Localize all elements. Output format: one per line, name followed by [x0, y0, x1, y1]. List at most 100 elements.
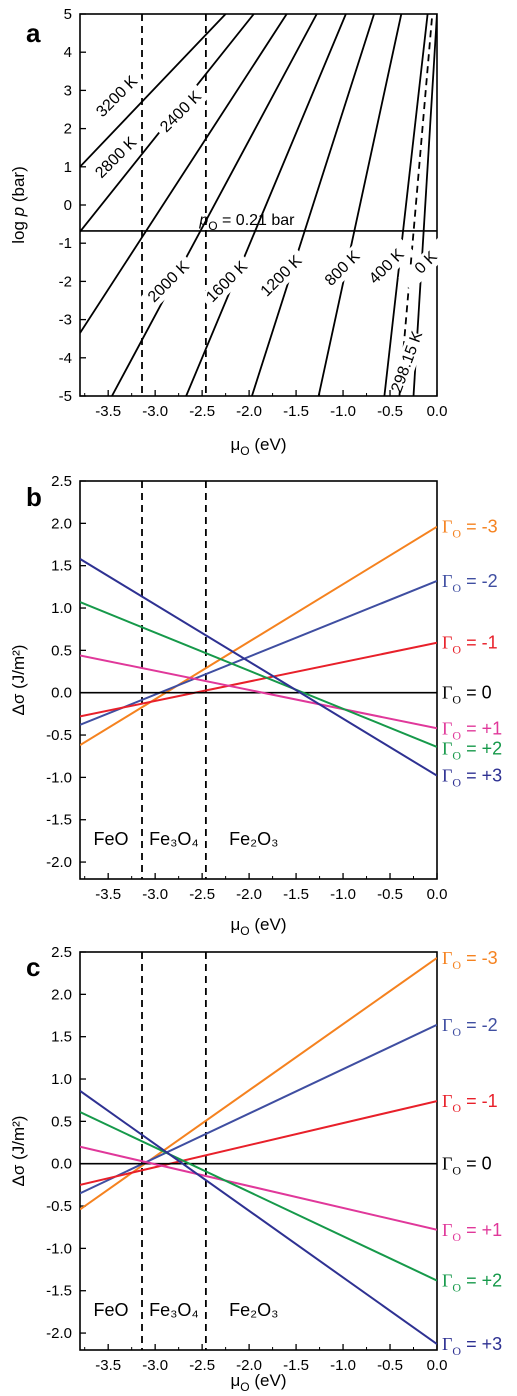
isotherm-label: 2000 K — [140, 254, 197, 310]
series-line — [80, 1023, 437, 1195]
x-tick-label: -0.5 — [377, 403, 403, 420]
series-line — [80, 1090, 437, 1345]
series-label: ΓO = -1 — [442, 633, 498, 657]
phase-region-label: Fe₃O₄ — [149, 829, 199, 849]
isotherm-line — [317, 14, 403, 396]
x-tick-label: 0.0 — [427, 886, 448, 903]
y-tick-label: -1 — [59, 235, 72, 252]
isotherm-line — [398, 14, 434, 396]
isotherm-label: 2800 K — [88, 129, 145, 186]
series-line — [80, 1111, 437, 1282]
x-tick-label: -3.5 — [95, 403, 121, 420]
phase-region-label: FeO — [93, 1300, 128, 1320]
isotherm-label: 2400 K — [153, 84, 210, 140]
x-axis-title: μO (eV) — [231, 1371, 287, 1394]
label-backdrop — [388, 330, 427, 394]
series-line — [80, 641, 437, 718]
isotherm-label: 3200 K — [89, 68, 146, 125]
phase-region-label: Fe₂O₃ — [229, 1300, 278, 1320]
series-label: ΓO = -1 — [442, 1091, 498, 1115]
x-axis-title: μO (eV) — [231, 435, 287, 458]
phase-region-label: FeO — [93, 829, 128, 849]
isotherm-line — [383, 14, 429, 396]
panel-c: -3.5 -3.0 -2.5 -2.0 -1.5 -1.0 -0.5 0.0 -2.0 -1.5 -… — [9, 944, 502, 1394]
panel-a: -3.5 -3.0 -2.5 -2.0 -1.5 -1.0 -0.5 0.0 -5 -4 -3 -2 -… — [9, 6, 455, 458]
x-tick-label: -2.0 — [236, 1357, 262, 1374]
y-tick-label: 2.5 — [51, 944, 72, 961]
isotherm-label-text: 298.15 K — [388, 329, 426, 395]
x-tick-label: -3.0 — [142, 886, 168, 903]
isotherm-label: 0 K — [398, 235, 455, 291]
y-tick-label: 1.0 — [51, 1071, 72, 1088]
label-backdrop — [153, 84, 210, 140]
x-tick-label: -1.5 — [283, 403, 309, 420]
y-tick-label: -2.0 — [46, 1325, 72, 1342]
series-label: ΓO = +1 — [442, 1220, 502, 1244]
series-label: ΓO = -3 — [442, 948, 498, 972]
reference-pressure-label: pO = 0.21 bar — [198, 212, 295, 233]
x-axis-title: μO (eV) — [231, 915, 287, 938]
y-tick-label: -2 — [59, 273, 72, 290]
series-label: ΓO = +1 — [442, 718, 502, 742]
x-tick-label: -3.5 — [95, 886, 121, 903]
series-line — [80, 1100, 437, 1186]
phase-region-label: Fe₃O₄ — [149, 1300, 199, 1320]
x-tick-label: -3.0 — [142, 403, 168, 420]
y-tick-label: 2.5 — [51, 473, 72, 490]
y-tick-label: 0.5 — [51, 1113, 72, 1130]
isotherm-label-text: 2800 K — [92, 134, 140, 182]
isotherm-label-text: 400 K — [366, 246, 408, 288]
y-tick-label: 1.0 — [51, 600, 72, 617]
x-tick-label: -1.5 — [283, 1357, 309, 1374]
x-tick-label: -2.0 — [236, 403, 262, 420]
phase-region-label: Fe₂O₃ — [229, 829, 278, 849]
plot-frame — [79, 951, 438, 1351]
panel-letter: c — [26, 952, 40, 982]
y-tick-label: 1.5 — [51, 558, 72, 575]
isotherm-label: 1600 K — [199, 254, 256, 310]
y-tick-label: 1 — [64, 159, 72, 176]
x-tick-label: -1.0 — [330, 1357, 356, 1374]
x-tick-label: -3.0 — [142, 1357, 168, 1374]
series-label: ΓO = 0 — [442, 683, 492, 707]
label-backdrop — [89, 68, 146, 125]
isotherm-line — [80, 14, 227, 168]
y-tick-label: -0.5 — [46, 1198, 72, 1215]
isotherm-label: 1200 K — [253, 248, 310, 305]
isotherm-line — [185, 14, 347, 396]
y-tick-label: -0.5 — [46, 727, 72, 744]
label-backdrop — [253, 248, 310, 305]
y-tick-label: -3 — [59, 312, 72, 329]
y-tick-label: 3 — [64, 82, 72, 99]
label-backdrop — [358, 238, 415, 295]
y-tick-label: 0 — [64, 197, 72, 214]
label-backdrop — [88, 129, 145, 186]
x-tick-label: -1.5 — [283, 886, 309, 903]
y-tick-label: 0.0 — [51, 1156, 72, 1173]
series-label: ΓO = 0 — [442, 1154, 492, 1178]
y-tick-label: 5 — [64, 6, 72, 23]
y-axis-title: Δσ (J/m²) — [9, 1116, 28, 1187]
series-label: ΓO = -3 — [442, 517, 498, 541]
y-tick-label: -2.0 — [46, 854, 72, 871]
y-tick-label: 0.5 — [51, 642, 72, 659]
y-axis-title: log p (bar) — [9, 166, 28, 244]
isotherm-line — [80, 14, 288, 334]
series-line — [80, 654, 437, 730]
y-tick-label: -4 — [59, 350, 72, 367]
x-tick-label: -2.5 — [189, 1357, 215, 1374]
y-tick-label: 4 — [64, 44, 72, 61]
isotherm-line — [111, 14, 318, 396]
x-tick-label: -1.0 — [330, 403, 356, 420]
isotherm-label-text: 2400 K — [157, 88, 205, 136]
y-tick-label: 1.5 — [51, 1029, 72, 1046]
isotherm-label-text: 2000 K — [145, 258, 193, 306]
y-tick-label: -1.0 — [46, 1240, 72, 1257]
label-backdrop — [140, 254, 197, 310]
panel-letter: a — [26, 18, 41, 48]
x-tick-label: 0.0 — [427, 1357, 448, 1374]
x-tick-label: -0.5 — [377, 886, 403, 903]
series-label: ΓO = +3 — [442, 1334, 502, 1358]
y-tick-label: 2.0 — [51, 986, 72, 1003]
